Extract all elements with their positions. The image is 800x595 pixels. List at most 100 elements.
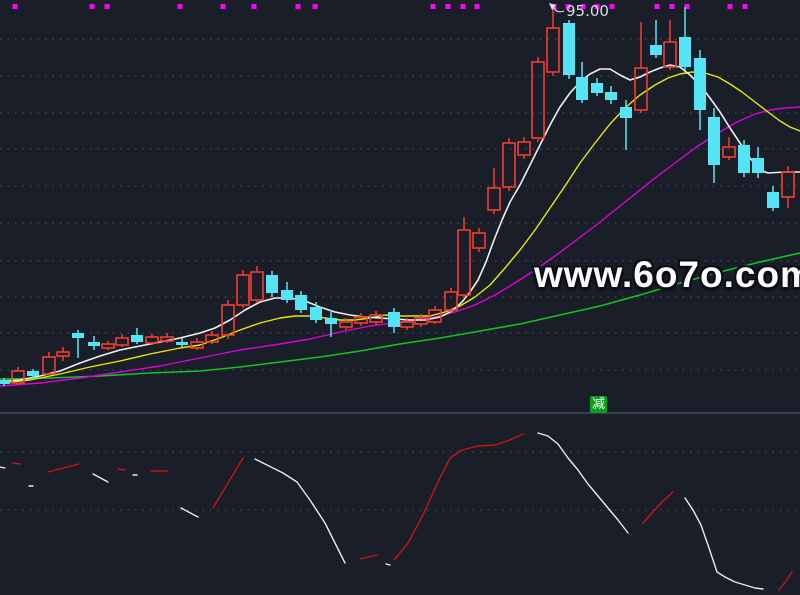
indicator-layer [0,432,793,591]
candle-down [576,62,588,103]
candle-up [414,314,428,327]
signal-marker [251,4,257,9]
candle-down [281,282,293,303]
indicator-segment-white [92,473,109,483]
candle-up [160,333,174,343]
candle-up [42,352,56,376]
candle-down [563,20,575,79]
candle-up [354,313,368,326]
indicator-segment-white [0,466,6,469]
candle-down [650,20,662,58]
candle-down [266,271,278,297]
candle-down [694,50,706,130]
signal-marker [669,4,675,9]
candle-up [663,20,677,70]
candle-up [531,57,545,142]
signal-marker [565,4,571,9]
candle-up [502,138,516,191]
indicator-segment-white [537,432,629,534]
signal-marker [12,4,18,9]
indicator-segment-white [684,497,764,590]
candle-down [605,86,617,104]
signal-marker [430,4,436,9]
candle-up [250,266,264,303]
arrow-head-icon [549,3,556,10]
indicator-segment-white [385,563,391,566]
candle-down [131,328,143,344]
candle-up [11,367,25,385]
candle-up [444,288,458,312]
candle-down [620,100,632,150]
candle-down [0,378,10,386]
candle-up [487,168,501,214]
candle-down [295,291,307,313]
signal-marker [104,4,110,9]
signal-marker [295,4,301,9]
indicator-segment-red [12,462,21,465]
annotation-arrow-layer [549,3,565,13]
signal-marker [580,4,586,9]
candle-down [679,7,691,70]
candle-up [236,270,250,308]
candle-up [115,334,129,347]
candle-down [310,302,322,323]
signal-marker [474,4,480,9]
candle-down [738,140,750,177]
signal-marker [594,4,600,9]
ma-yellow [0,71,800,384]
candle-up [457,217,471,298]
candle-up [517,137,531,159]
indicator-segment-red [47,463,80,473]
signal-marker [177,4,183,9]
signal-marker [312,4,318,9]
candle-down [325,310,337,337]
candle-down [88,336,100,350]
indicator-segment-red [778,571,793,591]
indicator-segment-red [642,491,674,524]
indicator-segment-red [117,468,126,471]
reduce-signal-badge: 减 [590,396,607,413]
candle-up [339,318,353,330]
signal-marker [609,4,615,9]
candle-up [205,331,219,344]
candle-up [56,347,70,361]
candle-down [591,78,603,96]
indicator-segment-red [393,433,524,561]
signal-marker [89,4,95,9]
candle-up [190,338,204,350]
candle-down [72,330,84,358]
candle-up [400,318,414,330]
candle-down [752,147,764,178]
indicator-segment-white [180,507,199,518]
candle-up [472,228,486,252]
candle-up [781,166,795,208]
ma-green [0,252,800,380]
candle-down [388,308,400,333]
signal-marker [742,4,748,9]
candle-down [176,338,188,347]
candles-layer [0,7,795,386]
signal-marker [727,4,733,9]
indicator-segment-red [212,457,244,509]
candle-up [428,306,442,324]
candle-up [145,334,159,345]
candle-up [101,341,115,350]
candle-down [708,108,720,183]
candle-up [369,311,383,325]
watermark-text: www.6o7o.com [534,254,800,295]
signal-marker [445,4,451,9]
signal-marker [220,4,226,9]
top-markers-layer [12,4,748,9]
candle-up [546,8,560,76]
signal-marker [684,4,690,9]
signal-marker [460,4,466,9]
candle-up [722,137,736,160]
indicator-segment-white [254,458,346,564]
candle-up [634,22,648,113]
price-high-label: 95.00 [566,2,609,20]
signal-marker [654,4,660,9]
candle-down [767,186,779,211]
indicator-segment-red [359,554,378,560]
